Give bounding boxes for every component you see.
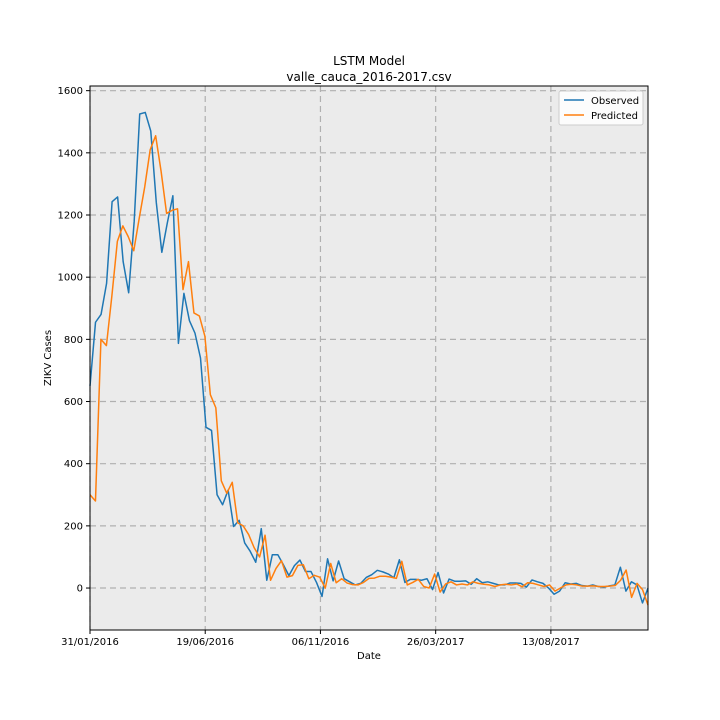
grid-lines — [89, 86, 648, 630]
plot-frame — [89, 85, 649, 631]
series-line-predicted — [89, 134, 649, 606]
y-tick-label: 0 — [77, 584, 83, 595]
y-tick-label: 600 — [64, 397, 83, 408]
x-tick-label: 19/06/2016 — [176, 637, 234, 648]
legend-label-observed: Observed — [591, 96, 639, 107]
chart-subtitle: valle_cauca_2016-2017.csv — [286, 70, 451, 84]
series-layer — [89, 111, 649, 606]
x-axis-label: Date — [357, 651, 381, 662]
y-axis-label: ZIKV Cases — [43, 330, 54, 386]
y-axis: 0 200 400 600 800 1000 1200 1400 1600 — [58, 86, 90, 595]
series-line-observed — [89, 111, 649, 604]
x-tick-label: 31/01/2016 — [61, 637, 119, 648]
plot-area — [90, 86, 648, 630]
x-tick-label: 13/08/2017 — [522, 637, 580, 648]
y-tick-label: 400 — [64, 459, 83, 470]
x-tick-label: 06/11/2016 — [292, 637, 350, 648]
legend-label-predicted: Predicted — [591, 111, 638, 122]
y-tick-label: 1400 — [58, 148, 83, 159]
x-tick-label: 26/03/2017 — [407, 637, 465, 648]
x-axis: 31/01/2016 19/06/2016 06/11/2016 26/03/2017… — [61, 630, 580, 648]
y-tick-label: 1600 — [58, 86, 83, 97]
y-tick-label: 1000 — [58, 273, 83, 284]
y-tick-label: 800 — [64, 335, 83, 346]
y-tick-label: 200 — [64, 521, 83, 532]
y-tick-label: 1200 — [58, 211, 83, 222]
chart-title: LSTM Model — [333, 54, 405, 68]
legend: Observed Predicted — [558, 90, 644, 126]
